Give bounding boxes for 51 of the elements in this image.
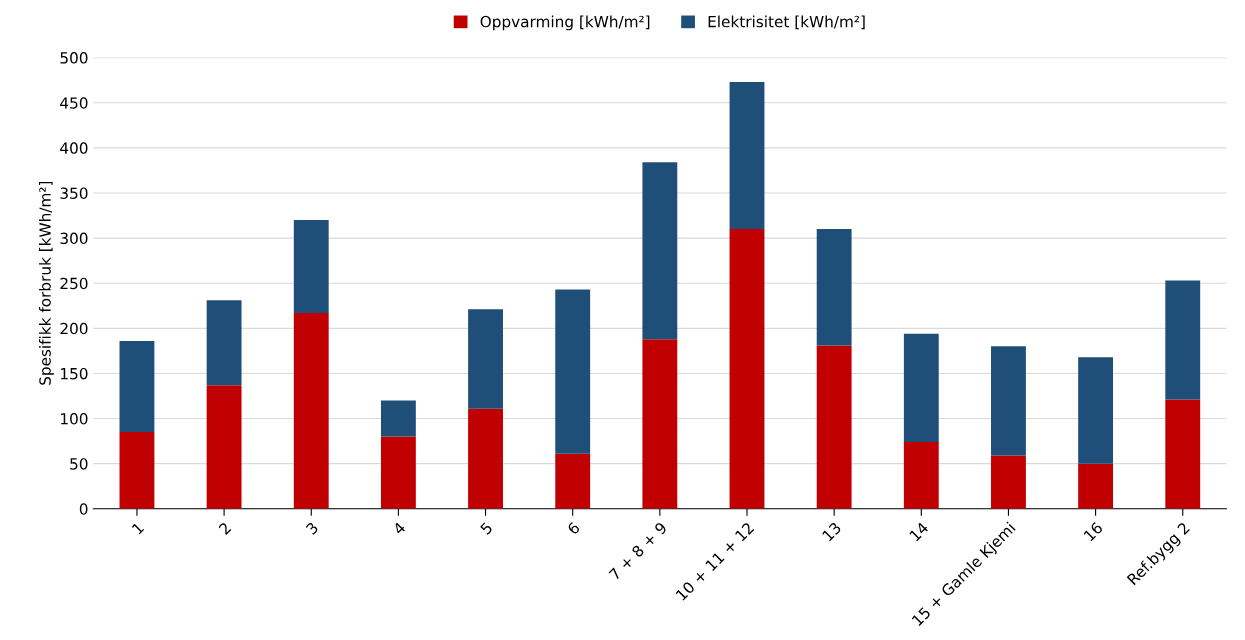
bar bbox=[119, 432, 155, 509]
bar bbox=[468, 408, 503, 509]
x-tick-label: 16 bbox=[1083, 521, 1104, 542]
bar bbox=[729, 229, 765, 509]
bar bbox=[642, 339, 678, 509]
legend-label: Elektrisitet [kWh/m²] bbox=[708, 15, 865, 30]
y-tick-label: 350 bbox=[60, 187, 88, 199]
x-tick-label: 14 bbox=[909, 521, 929, 542]
bar bbox=[380, 400, 416, 437]
bar bbox=[991, 455, 1026, 509]
bar bbox=[991, 346, 1026, 456]
bar bbox=[1165, 280, 1201, 400]
bar bbox=[1078, 357, 1114, 464]
x-tick-label: 5 bbox=[479, 521, 493, 536]
x-tick-label: 1 bbox=[131, 521, 145, 535]
bar bbox=[206, 385, 242, 509]
bar bbox=[555, 289, 591, 454]
bar bbox=[1165, 399, 1201, 509]
bar bbox=[729, 81, 765, 230]
x-tick-label: 13 bbox=[821, 521, 842, 542]
y-axis-title: Spesifikk forbruk [kWh/m²] bbox=[39, 181, 54, 385]
bar bbox=[293, 220, 329, 313]
bar bbox=[555, 453, 591, 509]
bar bbox=[816, 229, 852, 346]
bar bbox=[206, 300, 242, 386]
bar bbox=[468, 309, 503, 409]
y-tick-label: 200 bbox=[60, 322, 88, 335]
y-tick-label: 150 bbox=[61, 367, 88, 380]
bar bbox=[816, 345, 852, 509]
x-tick-label: 2 bbox=[218, 521, 232, 535]
y-tick-label: 250 bbox=[60, 277, 88, 290]
x-tick-label: 3 bbox=[305, 521, 319, 536]
y-tick-label: 0 bbox=[79, 503, 88, 515]
bar bbox=[380, 436, 416, 509]
legend-label: Oppvarming [kWh/m²] bbox=[480, 15, 650, 31]
x-tick-label: 4 bbox=[392, 521, 406, 536]
y-tick-label: 450 bbox=[60, 97, 88, 109]
x-tick-label: 7 + 8 + 9 bbox=[608, 521, 668, 581]
y-tick-label: 300 bbox=[60, 232, 88, 245]
y-tick-label: 500 bbox=[60, 52, 88, 64]
bar bbox=[119, 340, 155, 433]
x-tick-label: 10 + 11 + 12 bbox=[675, 521, 755, 601]
y-tick-label: 50 bbox=[70, 458, 88, 470]
bar bbox=[903, 333, 939, 443]
bar bbox=[293, 312, 329, 509]
x-tick-label: 6 bbox=[566, 521, 581, 536]
bar bbox=[903, 442, 939, 509]
y-tick-label: 100 bbox=[61, 413, 88, 425]
y-tick-label: 400 bbox=[60, 142, 88, 154]
bar bbox=[1078, 463, 1114, 509]
bar bbox=[642, 162, 678, 340]
